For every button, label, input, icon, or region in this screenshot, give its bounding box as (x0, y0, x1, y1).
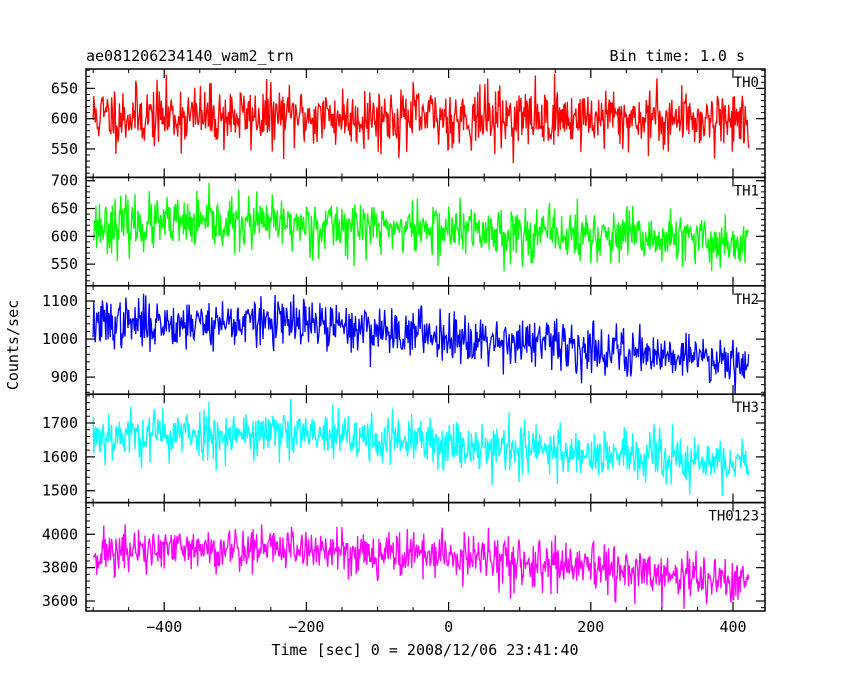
y-tick-label: 550 (51, 255, 78, 273)
panel-label-th2: TH2 (734, 292, 759, 308)
x-axis-title: Time [sec] 0 = 2008/12/06 23:41:40 (271, 641, 578, 659)
panel-label-th0123: TH0123 (708, 509, 759, 525)
y-tick-label: 4000 (42, 525, 78, 543)
panels-group: 550 600 650 TH0 550 600 650 700 TH1 900 1000 1100 TH… (42, 68, 766, 612)
y-tick-label: 600 (51, 110, 78, 128)
y-tick-label: 1000 (42, 330, 78, 348)
y-tick-label: 1500 (42, 482, 78, 500)
panel-label-th0: TH0 (734, 75, 759, 91)
y-tick-label: 1100 (42, 292, 78, 310)
panel-th1: 550 600 650 700 TH1 (51, 172, 766, 287)
y-tick-label: 3600 (42, 592, 78, 610)
y-tick-label: 900 (51, 368, 78, 386)
y-tick-label: 1700 (42, 414, 78, 432)
panel-frame (85, 501, 766, 612)
series-line-th2 (92, 293, 750, 395)
y-tick-label: 650 (51, 79, 78, 97)
series-line-th1 (92, 183, 750, 272)
y-axis-title: Counts/sec (4, 300, 22, 390)
y-tick-label: 600 (51, 227, 78, 245)
panel-label-th3: TH3 (734, 400, 759, 416)
series-line-th0 (92, 73, 750, 164)
x-tick-label: 0 (444, 618, 453, 636)
bin-time-label: Bin time: 1.0 s (610, 47, 745, 65)
chart-title: ae081206234140_wam2_trn (86, 47, 294, 65)
x-tick-label: −200 (288, 618, 324, 636)
y-tick-label: 1600 (42, 448, 78, 466)
panel-th3: 1500 1600 1700 TH3 (42, 393, 766, 504)
y-tick-label: 650 (51, 200, 78, 218)
y-tick-label: 700 (51, 172, 78, 190)
x-tick-label: −400 (146, 618, 182, 636)
panel-th0: 550 600 650 TH0 (51, 68, 766, 179)
panel-th2: 900 1000 1100 TH2 (42, 285, 766, 395)
series-line-th3 (92, 399, 750, 497)
x-tick-label: 200 (577, 618, 604, 636)
panel-label-th1: TH1 (734, 183, 759, 199)
y-tick-label: 550 (51, 140, 78, 158)
x-tick-label: 400 (719, 618, 746, 636)
x-axis: −400 −200 0 200 400 (146, 618, 746, 636)
panel-th0123: 3600 3800 4000 TH0123 (42, 501, 766, 612)
series-line-th0123 (92, 524, 750, 609)
y-tick-label: 3800 (42, 559, 78, 577)
